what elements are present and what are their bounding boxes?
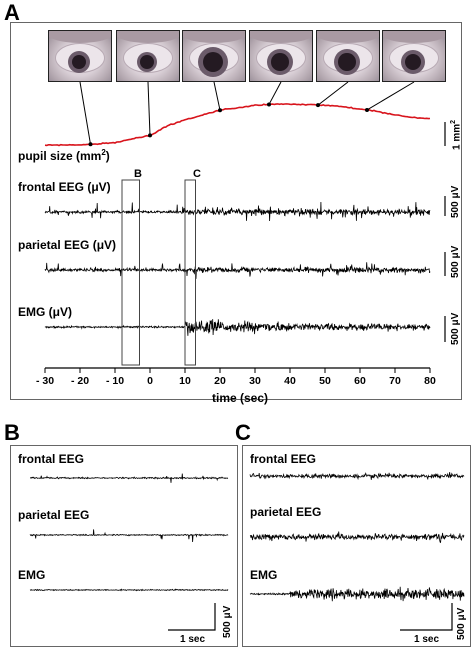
b-frontal-label: frontal EEG (18, 452, 85, 466)
x-tick-label: - 10 (105, 375, 125, 387)
frontal-eeg-label: frontal EEG (μV) (18, 180, 111, 194)
emg-label: EMG (μV) (18, 305, 73, 319)
box-c (184, 179, 196, 366)
eye-photo (116, 30, 180, 82)
eyelid (383, 31, 445, 43)
b-scale-bar (168, 603, 216, 631)
pupil (271, 53, 289, 71)
sample-dot (88, 142, 93, 147)
panel-c-label: C (235, 420, 251, 445)
panel-b-label: B (4, 420, 20, 445)
panel-a-label: A (4, 0, 20, 25)
connector-line (213, 81, 221, 111)
sample-dot (148, 133, 152, 138)
frontal-eeg-trace (44, 201, 431, 222)
pupil (202, 51, 224, 73)
connector-line (79, 81, 91, 145)
connector-line (317, 81, 349, 106)
emg-trace (44, 319, 431, 336)
pupil-size-label: pupil size (mm2) (18, 148, 110, 163)
panel-a-frame (10, 22, 462, 400)
b-emg-label: EMG (18, 568, 46, 582)
pupil-trace (44, 103, 431, 147)
b-scale-time: 1 sec (180, 634, 206, 645)
eye-photo (316, 30, 380, 82)
connector-line (268, 81, 282, 105)
eyelid (317, 31, 379, 43)
c-emg-label: EMG (250, 568, 278, 582)
x-tick-label: 80 (424, 375, 436, 387)
x-tick-label: 30 (249, 375, 261, 387)
x-axis-label: time (sec) (212, 391, 269, 405)
pupil (71, 54, 87, 70)
parietal-eeg-trace (44, 262, 431, 279)
box-c-label: C (193, 168, 201, 180)
x-tick-label: - 30 (35, 375, 55, 387)
sample-dot (267, 102, 271, 107)
eyelid (49, 31, 111, 43)
c-parietal-label: parietal EEG (250, 505, 322, 519)
eye-photo (182, 30, 246, 82)
b-parietal-label: parietal EEG (18, 508, 90, 522)
panel-b-frame (10, 445, 238, 647)
eyelid (183, 31, 245, 43)
x-tick-label: 0 (147, 375, 153, 387)
pupil (404, 53, 422, 71)
sample-dot (218, 108, 222, 113)
eye-photo (382, 30, 446, 82)
c-frontal-label: frontal EEG (250, 452, 317, 466)
c-frontal-trace (249, 472, 465, 481)
parietal-eeg-label: parietal EEG (μV) (18, 238, 117, 252)
eyelid (250, 31, 312, 43)
panel-c-frame (242, 445, 471, 647)
box-b-label: B (134, 168, 142, 180)
x-tick-label: 60 (354, 375, 366, 387)
pupil (338, 53, 356, 71)
x-tick-label: 70 (389, 375, 401, 387)
box-b (121, 179, 140, 366)
b-frontal-trace (30, 473, 229, 483)
x-tick-label: 10 (179, 375, 191, 387)
connector-line (147, 81, 151, 136)
c-parietal-trace (249, 531, 465, 544)
sample-dot (365, 107, 369, 112)
connector-line (366, 81, 415, 111)
eyelid (117, 31, 179, 43)
b-emg-trace (29, 588, 229, 592)
x-tick-label: 20 (214, 375, 226, 387)
c-emg-trace (249, 586, 465, 602)
x-tick-label: - 20 (70, 375, 90, 387)
pupil (139, 54, 155, 70)
x-tick-label: 50 (319, 375, 331, 387)
c-scale-time: 1 sec (414, 634, 440, 645)
x-tick-label: 40 (284, 375, 296, 387)
eye-photo (48, 30, 112, 82)
c-scale-bar (400, 603, 453, 631)
eye-photo (249, 30, 313, 82)
sample-dot (316, 103, 320, 108)
b-parietal-trace (29, 529, 229, 543)
